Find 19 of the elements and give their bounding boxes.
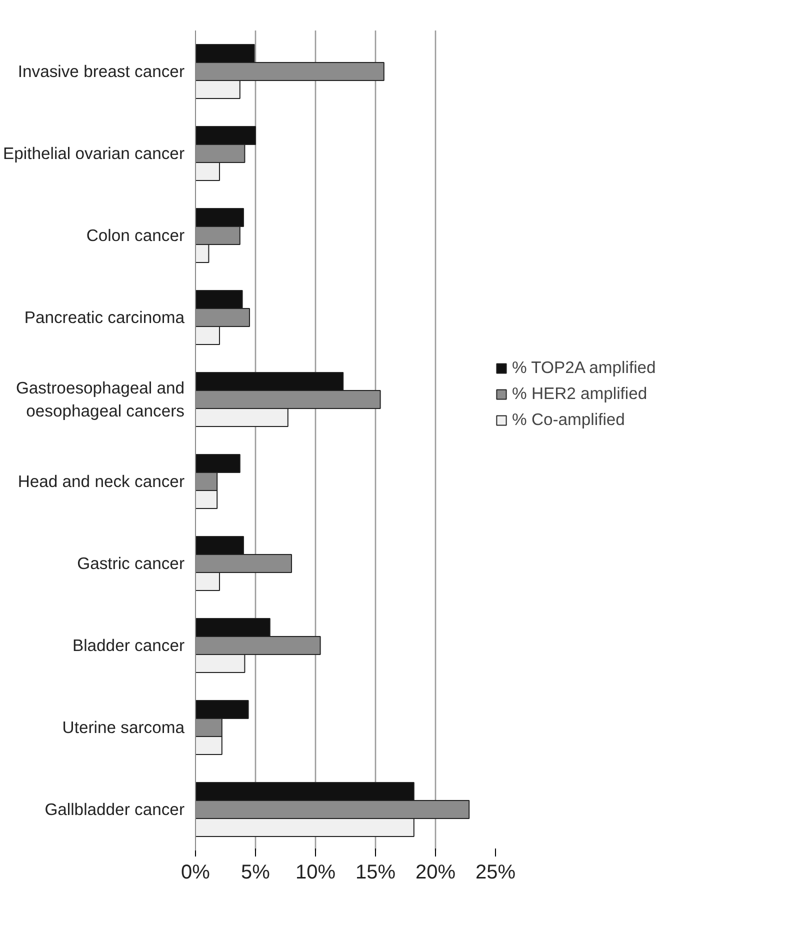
x-tick-label: 20% xyxy=(415,862,456,884)
y-tick-label: Gastric cancer xyxy=(77,554,185,573)
x-tick-label: 0% xyxy=(181,862,210,884)
y-tick-label: Uterine sarcoma xyxy=(62,718,186,737)
legend-label: % Co-amplified xyxy=(512,410,625,430)
legend-label: % HER2 amplified xyxy=(512,384,648,404)
y-tick-label: Head and neck cancer xyxy=(18,472,185,491)
x-tick-label: 25% xyxy=(475,862,516,884)
y-tick-label: Pancreatic carcinoma xyxy=(24,308,186,327)
y-tick-label: Invasive breast cancer xyxy=(18,62,185,81)
y-tick-label: Epithelial ovarian cancer xyxy=(3,144,185,163)
x-tick-label: 5% xyxy=(241,862,270,884)
x-tick-label: 10% xyxy=(295,862,336,884)
y-tick-label: Colon cancer xyxy=(86,226,185,245)
legend-label: % TOP2A amplified xyxy=(512,358,656,378)
x-tick-label: 15% xyxy=(355,862,396,884)
y-tick-label: Bladder cancer xyxy=(72,636,185,655)
y-tick-label: Gastroesophageal and oesophageal cancers xyxy=(16,378,185,420)
y-tick-label: Gallbladder cancer xyxy=(44,800,185,819)
